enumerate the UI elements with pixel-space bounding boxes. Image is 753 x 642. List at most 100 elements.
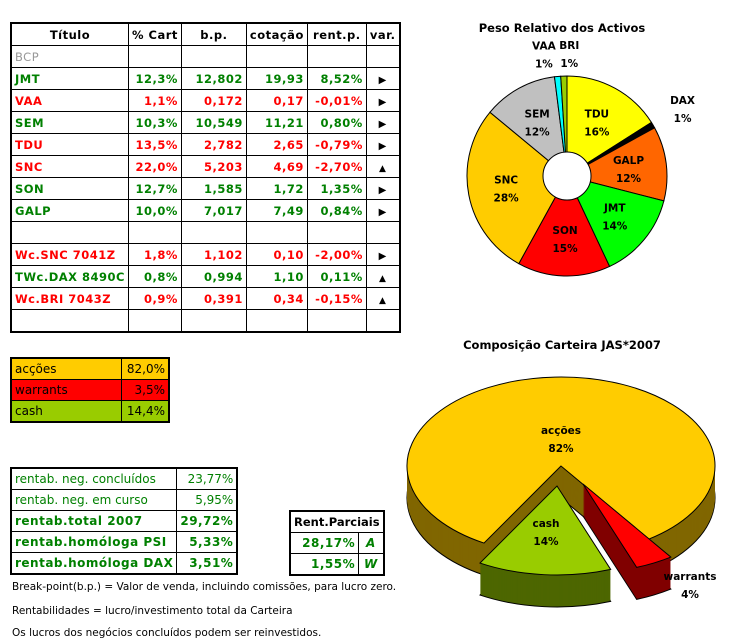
table-row: SNC 22,0% 5,203 4,69 -2,70% ▲ <box>10 155 401 178</box>
pie1-slice-bri <box>560 75 568 177</box>
partial-returns-row: 1,55% W <box>289 553 385 576</box>
returns-row: rentab.homóloga PSI 5,33% <box>10 531 238 553</box>
cell-cot: 1,10 <box>245 265 308 288</box>
returns-value: 29,72% <box>176 510 238 532</box>
returns-label: rentab.homóloga DAX <box>10 552 178 575</box>
pie1-label: SEM <box>525 109 550 121</box>
header-rent: rent.p. <box>306 22 367 46</box>
pie1-label: TDU <box>585 109 609 121</box>
pie2-label: cash <box>532 518 559 530</box>
cell-bp: 2,782 <box>180 133 247 156</box>
pie1-value: 1% <box>535 59 553 71</box>
pie2-slice-top <box>582 483 672 568</box>
pie1-value: 15% <box>552 243 578 255</box>
partial-tag: A <box>358 532 385 554</box>
cell-titulo: TWc.DAX 8490C <box>10 265 129 288</box>
arrow-right-icon: ▶ <box>378 206 387 218</box>
returns-row: rentab. neg. em curso 5,95% <box>10 489 238 511</box>
pie1-label: VAA <box>532 41 557 53</box>
partial-value: 1,55% <box>289 553 360 576</box>
pie2-value: 4% <box>681 589 699 601</box>
table-row: JMT 12,3% 12,802 19,93 8,52% ▶ <box>10 67 401 90</box>
pie1-slice-sem <box>489 76 568 178</box>
table-header-row: Título % Cart b.p. cotação rent.p. var. <box>10 22 401 46</box>
partial-returns-title: Rent.Parciais <box>289 510 385 533</box>
pie2-value: 82% <box>548 443 574 455</box>
allocation-label: cash <box>10 400 122 423</box>
arrow-right-icon: ▶ <box>378 96 387 108</box>
portfolio-table: Título % Cart b.p. cotação rent.p. var. … <box>10 22 401 333</box>
returns-label: rentab.total 2007 <box>10 510 178 532</box>
cell-var <box>365 309 401 333</box>
pie1-label: BRI <box>559 40 579 52</box>
cell-var: ▲ <box>365 287 401 310</box>
pie1-value: 1% <box>560 58 578 70</box>
partial-tag: W <box>358 553 385 576</box>
cell-cart: 10,3% <box>127 111 182 134</box>
allocation-row: warrants 3,5% <box>10 379 170 401</box>
pie1-slice-snc <box>466 111 568 265</box>
pie1-value: 16% <box>584 127 610 139</box>
cell-bp <box>180 309 247 333</box>
arrow-up-icon: ▲ <box>378 163 387 174</box>
returns-label: rentab. neg. concluídos <box>10 467 178 490</box>
cell-titulo: JMT <box>10 67 129 90</box>
table-row: VAA 1,1% 0,172 0,17 -0,01% ▶ <box>10 89 401 112</box>
allocation-value: 82,0% <box>120 357 170 380</box>
pie1-value: 12% <box>616 173 642 185</box>
returns-row: rentab.homóloga DAX 3,51% <box>10 552 238 575</box>
table-row <box>10 309 401 333</box>
cell-rent: 1,35% <box>306 177 367 200</box>
arrow-right-icon: ▶ <box>378 140 387 152</box>
note-lucros: Os lucros dos negócios concluídos podem … <box>12 627 322 639</box>
returns-label: rentab. neg. em curso <box>10 489 178 511</box>
arrow-right-icon: ▶ <box>378 184 387 196</box>
note-break-point: Break-point(b.p.) = Valor de venda, incl… <box>12 581 397 593</box>
pie1-label: DAX <box>670 95 695 107</box>
cell-titulo <box>10 309 129 333</box>
pie2-title: Composição Carteira JAS*2007 <box>463 338 661 352</box>
allocation-table: acções 82,0% warrants 3,5% cash 14,4% <box>10 357 170 423</box>
cell-bp: 5,203 <box>180 155 247 178</box>
returns-value: 5,33% <box>176 531 238 553</box>
pie1-value: 28% <box>494 193 520 205</box>
arrow-up-icon: ▲ <box>378 295 387 306</box>
allocation-row: cash 14,4% <box>10 400 170 423</box>
arrow-up-icon: ▲ <box>378 273 387 284</box>
cell-cart: 12,3% <box>127 67 182 90</box>
pie2-slice-top <box>479 485 612 576</box>
cell-cart: 1,8% <box>127 243 182 266</box>
arrow-right-icon: ▶ <box>378 74 387 86</box>
cell-bp: 1,102 <box>180 243 247 266</box>
header-bp: b.p. <box>180 22 247 46</box>
pie1-label: GALP <box>613 155 644 167</box>
allocation-value: 14,4% <box>120 400 170 423</box>
pie2-value: 14% <box>533 536 559 548</box>
pie1-slice-tdu <box>566 75 653 177</box>
allocation-value: 3,5% <box>120 379 170 401</box>
table-row <box>10 221 401 244</box>
pie1-title: Peso Relativo dos Activos <box>479 21 646 35</box>
partial-returns-table: Rent.Parciais 28,17% A 1,55% W <box>289 510 385 576</box>
pie-portfolio-composition: acções 82% warrants 4% cash 14% <box>406 376 716 608</box>
cell-rent: 0,80% <box>306 111 367 134</box>
table-row: GALP 10,0% 7,017 7,49 0,84% ▶ <box>10 199 401 222</box>
allocation-label: warrants <box>10 379 122 401</box>
returns-value: 3,51% <box>176 552 238 575</box>
cell-var: ▶ <box>365 89 401 112</box>
returns-table: rentab. neg. concluídos 23,77% rentab. neg… <box>10 467 239 575</box>
pie1-label: SNC <box>494 175 518 187</box>
pie2-slice-top <box>406 376 716 544</box>
pie1-label: SON <box>552 225 577 237</box>
table-row: Wc.SNC 7041Z 1,8% 1,102 0,10 -2,00% ▶ <box>10 243 401 266</box>
cell-cot: 0,34 <box>245 287 308 310</box>
pie2-slice-accoes <box>406 376 716 576</box>
pie-relative-weights: TDU 16% DAX 1% GALP 12% JMT 14% SON 15% SNC 28% SEM 1… <box>466 40 695 277</box>
cell-cart: 0,8% <box>127 265 182 288</box>
table-row: Wc.BRI 7043Z 0,9% 0,391 0,34 -0,15% ▲ <box>10 287 401 310</box>
table-row: SON 12,7% 1,585 1,72 1,35% ▶ <box>10 177 401 200</box>
pie1-hole <box>542 151 592 201</box>
returns-label: rentab.homóloga PSI <box>10 531 178 553</box>
pie1-label: JMT <box>603 203 626 215</box>
